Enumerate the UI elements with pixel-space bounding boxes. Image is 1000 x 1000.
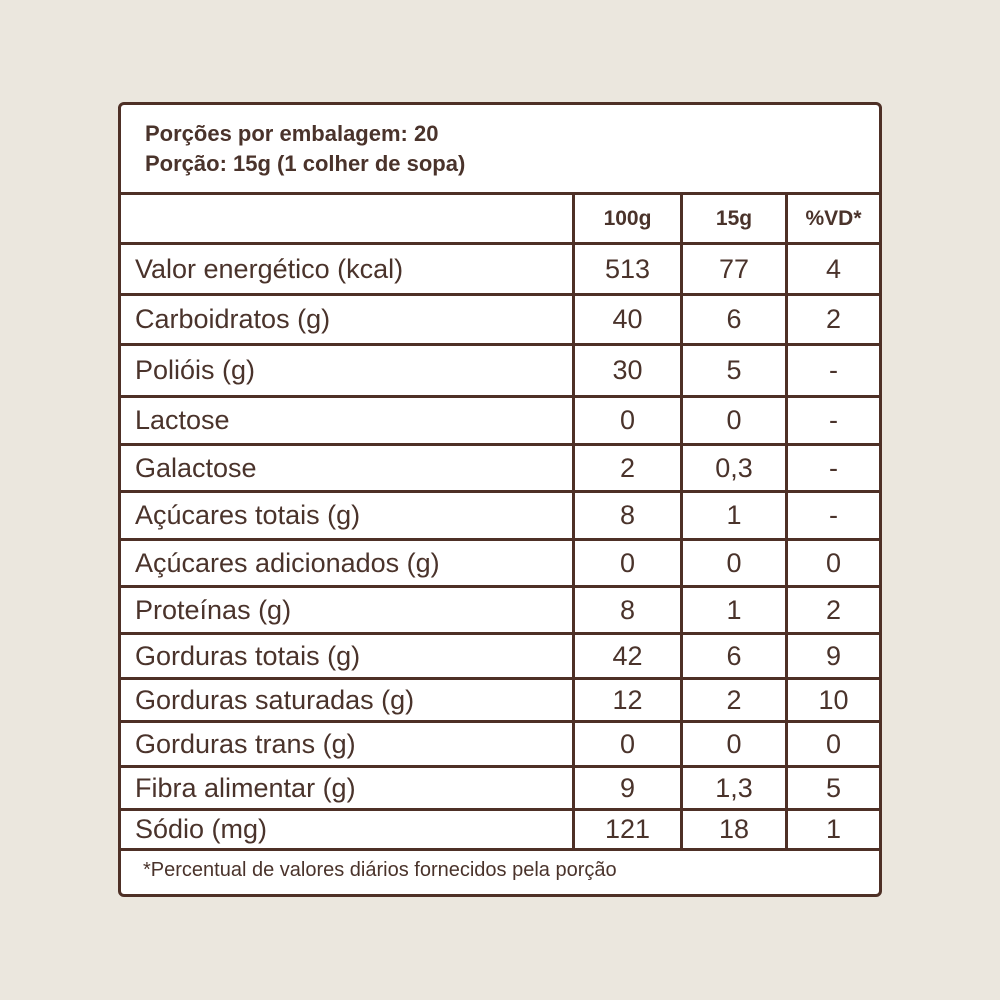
value-15g: 0 — [726, 405, 742, 435]
value-vd: 0 — [825, 728, 842, 759]
value-vd: - — [829, 452, 838, 483]
value-15g: 18 — [718, 814, 750, 844]
value-15g: 0 — [726, 728, 742, 759]
nutrient-name: Carboidratos (g) — [135, 304, 331, 334]
value-100g: 9 — [619, 772, 636, 803]
value-100g: 8 — [619, 500, 636, 530]
nutrient-name: Proteínas (g) — [135, 594, 292, 625]
value-15g: 0,3 — [715, 452, 753, 483]
row-divider — [121, 395, 879, 398]
value-100g: 8 — [619, 594, 636, 625]
row-divider — [121, 490, 879, 493]
row-divider — [121, 293, 879, 296]
value-100g: 2 — [619, 452, 636, 483]
value-100g: 40 — [612, 304, 643, 334]
value-100g: 0 — [619, 547, 636, 578]
column-header: 100g — [603, 206, 652, 230]
value-vd: - — [829, 500, 838, 530]
value-100g: 121 — [604, 814, 651, 844]
value-15g: 2 — [726, 684, 742, 715]
value-vd: 2 — [825, 594, 842, 625]
value-15g: 6 — [726, 640, 742, 671]
value-100g: 12 — [612, 684, 643, 715]
row-divider — [121, 538, 879, 541]
value-vd: - — [829, 355, 838, 385]
nutrient-name: Açúcares adicionados (g) — [135, 547, 440, 578]
value-100g: 0 — [619, 405, 636, 435]
column-divider — [785, 192, 788, 848]
nutrient-name: Lactose — [135, 405, 230, 435]
value-100g: 30 — [612, 355, 643, 385]
value-15g: 6 — [726, 304, 742, 334]
nutrient-name: Gorduras trans (g) — [135, 728, 356, 759]
value-15g: 0 — [726, 547, 742, 578]
value-vd: 9 — [825, 640, 842, 671]
value-vd: - — [829, 405, 838, 435]
row-divider — [121, 720, 879, 723]
row-divider — [121, 765, 879, 768]
nutrient-name: Gorduras totais (g) — [135, 640, 361, 671]
nutrient-name: Polióis (g) — [135, 355, 256, 385]
value-vd: 2 — [825, 304, 842, 334]
row-divider — [121, 242, 879, 245]
nutrition-facts-table: Porções por embalagem: 20 Porção: 15g (1… — [118, 102, 882, 897]
nutrient-name: Gorduras saturadas (g) — [135, 684, 415, 715]
value-15g: 1 — [726, 500, 742, 530]
servings-per-package: Porções por embalagem: 20 — [145, 121, 439, 146]
row-divider — [121, 808, 879, 811]
value-100g: 42 — [612, 640, 643, 671]
value-15g: 1 — [726, 594, 742, 625]
column-header: 15g — [715, 206, 753, 230]
row-divider — [121, 848, 879, 851]
value-vd: 5 — [825, 772, 842, 803]
value-vd: 4 — [825, 253, 842, 284]
row-divider — [121, 192, 879, 195]
value-15g: 77 — [718, 253, 750, 284]
value-15g: 5 — [726, 355, 742, 385]
row-divider — [121, 632, 879, 635]
nutrient-name: Valor energético (kcal) — [135, 253, 404, 284]
row-divider — [121, 343, 879, 346]
column-header: %VD* — [805, 206, 862, 230]
serving-size: Porção: 15g (1 colher de sopa) — [145, 151, 466, 176]
row-divider — [121, 443, 879, 446]
row-divider — [121, 585, 879, 588]
value-100g: 513 — [604, 253, 651, 284]
nutrient-name: Açúcares totais (g) — [135, 500, 361, 530]
column-divider — [680, 192, 683, 848]
nutrient-name: Galactose — [135, 452, 257, 483]
value-vd: 0 — [825, 547, 842, 578]
row-divider — [121, 677, 879, 680]
footnote: *Percentual de valores diários fornecido… — [143, 859, 617, 881]
column-divider — [572, 192, 575, 848]
nutrient-name: Fibra alimentar (g) — [135, 772, 356, 803]
nutrient-name: Sódio (mg) — [135, 814, 268, 844]
value-vd: 10 — [818, 684, 849, 715]
value-100g: 0 — [619, 728, 636, 759]
value-vd: 1 — [825, 814, 842, 844]
value-15g: 1,3 — [715, 772, 753, 803]
